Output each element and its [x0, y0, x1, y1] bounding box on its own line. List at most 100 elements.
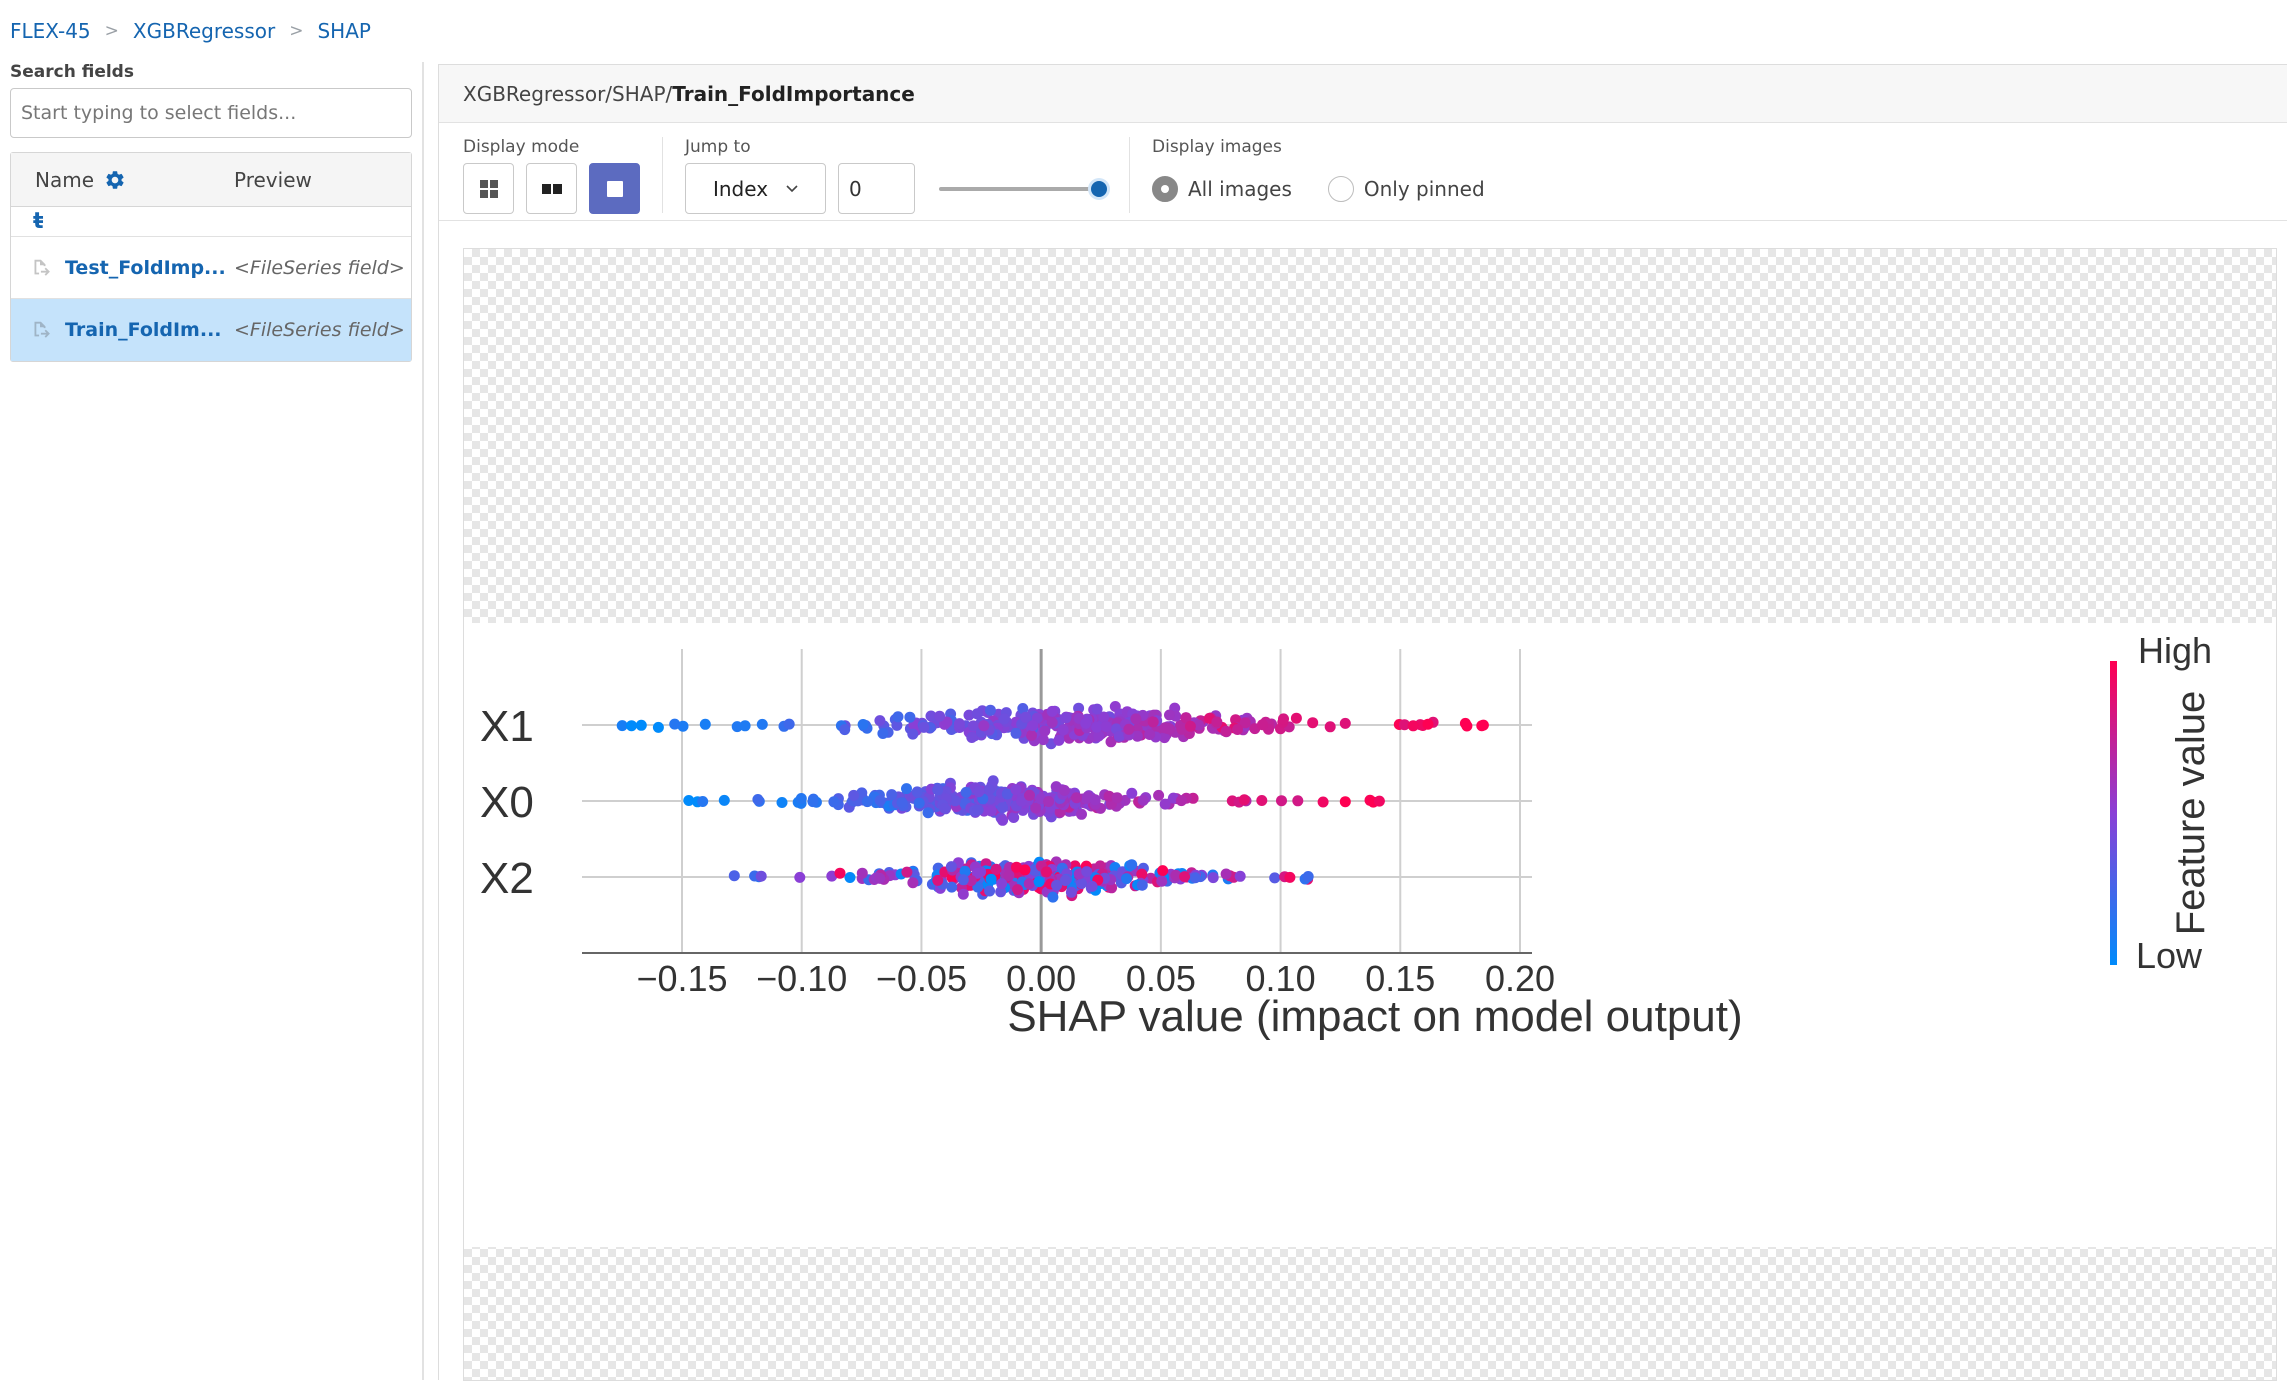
slider-track: [939, 186, 1101, 191]
shap-point: [1012, 884, 1023, 896]
shap-point: [1076, 878, 1087, 889]
shap-point: [1047, 891, 1059, 903]
shap-point: [1256, 795, 1268, 806]
shap-point: [1011, 861, 1022, 873]
shap-point: [874, 715, 886, 727]
breadcrumb-separator: >: [289, 21, 304, 41]
shap-point: [1284, 871, 1296, 883]
grid-mode-button[interactable]: [463, 163, 514, 214]
shap-point: [1059, 875, 1071, 886]
name-column-header: Name: [11, 168, 234, 192]
compare-mode-button[interactable]: [526, 163, 577, 214]
shap-point: [1041, 866, 1052, 878]
shap-point: [616, 720, 628, 732]
radio-all-images-label: All images: [1188, 176, 1292, 201]
shap-point: [834, 867, 846, 879]
shap-point: [946, 872, 958, 884]
breadcrumb-item-model[interactable]: XGBRegressor: [132, 19, 276, 43]
radio-only-pinned-label: Only pinned: [1363, 176, 1485, 201]
field-path-prefix: XGBRegressor/SHAP/: [463, 81, 673, 106]
file-series-icon: [34, 321, 50, 338]
shap-point: [997, 802, 1008, 814]
single-mode-button[interactable]: [589, 163, 640, 214]
field-row-train-foldimportance[interactable]: Train_FoldIm... <FileSeries field>: [11, 299, 411, 361]
shap-point: [939, 802, 951, 814]
shap-point: [1080, 717, 1092, 729]
toolbar-separator: [662, 137, 663, 213]
shap-point: [1126, 787, 1138, 799]
field-row-test-foldimportance[interactable]: Test_FoldImp... <FileSeries field>: [11, 237, 411, 299]
shap-point: [1037, 734, 1049, 746]
shap-point: [1476, 720, 1488, 732]
shap-point: [1339, 717, 1351, 729]
shap-point: [1010, 784, 1022, 796]
shap-point: [756, 718, 768, 730]
shap-point: [731, 721, 743, 733]
shap-point: [1043, 796, 1055, 807]
shap-point: [1239, 717, 1251, 729]
shap-point: [978, 720, 990, 732]
shap-point: [1058, 784, 1070, 796]
up-level-icon[interactable]: ŧ: [33, 208, 44, 234]
x-tick-label: 0.20: [1485, 958, 1555, 999]
index-input[interactable]: [838, 163, 915, 214]
shap-point: [922, 807, 934, 819]
feature-label: X1: [480, 702, 534, 751]
parent-namespace-row[interactable]: ŧ: [11, 207, 411, 237]
shap-point: [932, 784, 944, 796]
radio-all-images-dot[interactable]: [1152, 175, 1178, 202]
breadcrumb-separator: >: [104, 21, 119, 41]
shap-point: [848, 789, 860, 801]
image-toolbar: Display mode Jump to Index: [439, 123, 2287, 221]
feature-label: X2: [480, 854, 534, 903]
index-slider[interactable]: [939, 179, 1107, 199]
fields-panel: Search fields Name Preview ŧ Test_FoldIm…: [10, 62, 412, 362]
shap-point: [984, 704, 996, 716]
shap-point: [626, 720, 637, 732]
shap-point: [1010, 727, 1022, 739]
shap-point: [1123, 723, 1135, 735]
field-path-current: Train_FoldImportance: [672, 81, 915, 106]
shap-point: [1164, 709, 1175, 721]
gear-icon[interactable]: [104, 169, 126, 191]
field-row-preview: <FileSeries field>: [234, 319, 405, 341]
shap-point: [996, 878, 1008, 890]
search-input[interactable]: [10, 88, 412, 138]
shap-point: [839, 724, 851, 736]
field-row-name: Test_FoldImp...: [65, 256, 226, 279]
x-axis-title: SHAP value (impact on model output): [1007, 992, 1742, 1041]
shap-point: [677, 720, 689, 732]
breadcrumb-item-namespace[interactable]: SHAP: [317, 19, 371, 43]
radio-only-pinned[interactable]: Only pinned: [1327, 175, 1485, 202]
shap-point: [861, 796, 873, 808]
radio-all-images[interactable]: All images: [1152, 175, 1292, 202]
shap-point: [997, 814, 1009, 826]
shap-point: [918, 721, 930, 733]
jump-mode-select[interactable]: Index: [685, 163, 826, 214]
shap-point: [807, 796, 819, 808]
shap-point: [946, 881, 958, 893]
breadcrumb-item-project[interactable]: FLEX-45: [10, 19, 91, 43]
shap-point: [1023, 878, 1035, 890]
shap-point: [1159, 798, 1171, 810]
image-viewer[interactable]: −0.15 −0.10 −0.05 0.00 0.05 0.10 0.15 0.20 X1 X0 X…: [463, 248, 2277, 1381]
x-tick-label: −0.05: [876, 958, 967, 999]
field-row-preview: <FileSeries field>: [234, 256, 405, 279]
slider-thumb[interactable]: [1091, 180, 1107, 197]
shap-point: [1027, 720, 1039, 732]
x-tick-label: 0.05: [1126, 958, 1196, 999]
shap-point: [697, 796, 709, 807]
shap-point: [1065, 886, 1077, 898]
shap-point: [901, 866, 913, 878]
shap-point: [652, 721, 664, 733]
panel-divider[interactable]: [422, 62, 424, 1380]
radio-only-pinned-dot[interactable]: [1327, 175, 1354, 202]
shap-point: [934, 710, 946, 722]
shap-point: [985, 873, 997, 885]
shap-point: [1017, 703, 1029, 714]
shap-point: [1302, 871, 1314, 882]
shap-point: [1257, 719, 1268, 731]
shap-point: [1091, 721, 1103, 733]
shap-point: [1176, 723, 1188, 735]
shap-point: [1307, 717, 1319, 729]
